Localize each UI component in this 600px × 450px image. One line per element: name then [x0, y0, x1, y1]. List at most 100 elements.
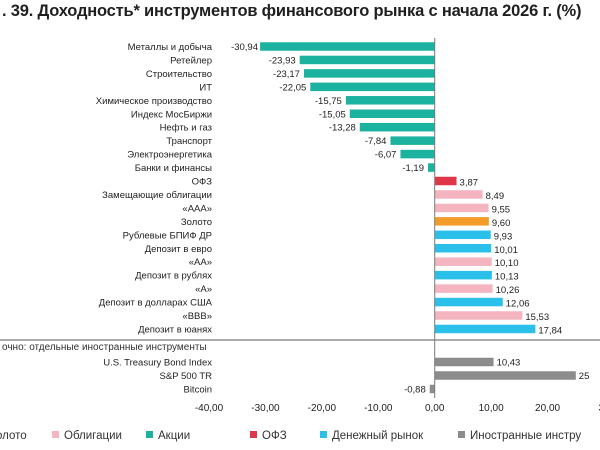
value-label: 17,84: [538, 325, 562, 336]
value-label: -0,88: [404, 385, 426, 396]
bar: [434, 176, 457, 186]
value-label: 15,53: [525, 312, 549, 323]
bar: [299, 55, 435, 65]
bar: [434, 311, 523, 320]
bar: [434, 217, 489, 226]
legend-swatch: [146, 431, 153, 438]
legend-item: Иностранные инстру: [458, 430, 581, 442]
bar: [359, 122, 435, 132]
value-label: -1,19: [402, 163, 424, 174]
bar: [434, 203, 489, 213]
category-label: Банки и финансы: [135, 163, 212, 174]
bar: [434, 297, 503, 307]
bar: [434, 324, 536, 334]
value-label: -30,94: [231, 42, 258, 53]
legend-label: Акции: [158, 430, 191, 442]
category-label: Строительство: [146, 69, 212, 80]
category-label: Депозит в юанях: [138, 324, 212, 335]
category-label: Депозит в евро: [145, 244, 212, 255]
category-label: ОФЗ: [192, 177, 213, 188]
value-label: -22,05: [279, 82, 306, 93]
tick-label: -40,00: [195, 403, 224, 414]
legend-label: ОФЗ: [262, 430, 287, 442]
legend-swatch: [52, 431, 59, 438]
tick-label: 30: [598, 403, 600, 414]
value-label: 10,26: [496, 285, 520, 296]
value-label: -15,75: [315, 96, 342, 107]
category-label: Транспорт: [166, 136, 212, 147]
legend-item: ОФЗ: [250, 430, 287, 442]
category-label: Рублевые БПИФ ДР: [123, 230, 212, 241]
value-label: 25: [579, 371, 590, 382]
value-label: -23,17: [273, 69, 300, 80]
value-label: 12,06: [506, 299, 530, 310]
legend: олото Облигации Акции ОФЗ Денежный рынок Инос…: [0, 428, 600, 448]
legend-item: Денежный рынок: [320, 430, 423, 442]
category-label: «AA»: [189, 257, 212, 268]
bar: [434, 357, 494, 367]
value-label: 9,60: [492, 218, 511, 229]
legend-item: Облигации: [52, 430, 122, 442]
legend-item: олото: [0, 430, 27, 442]
legend-swatch: [458, 431, 465, 438]
bar: [349, 109, 435, 118]
legend-swatch: [250, 431, 257, 438]
legend-label: Иностранные инстру: [470, 430, 582, 442]
section-note: очно: отдельные иностранные инструменты: [2, 342, 207, 353]
bar: [303, 69, 435, 78]
category-label: Индекс МосБиржи: [131, 109, 212, 120]
legend-label: олото: [0, 430, 27, 442]
value-label: 9,55: [492, 204, 511, 215]
category-label: «AAA»: [182, 203, 212, 214]
bar: [434, 371, 576, 380]
bar: [310, 82, 435, 92]
tick-label: 10,00: [479, 403, 504, 414]
legend-item: Акции: [146, 430, 190, 442]
category-label: Депозит в рублях: [135, 271, 212, 282]
value-label: -15,05: [319, 109, 346, 120]
category-label: «A»: [195, 284, 212, 295]
legend-label: Облигации: [64, 430, 122, 442]
category-label: Металлы и добыча: [128, 42, 213, 53]
value-label: -23,93: [269, 55, 296, 66]
category-label: S&P 500 TR: [160, 371, 213, 382]
tick-label: 20,00: [535, 403, 560, 414]
bar-chart: очно: отдельные иностранные инструменты М…: [0, 38, 600, 414]
tick-label: -20,00: [308, 403, 337, 414]
legend-label: Денежный рынок: [332, 430, 424, 442]
tick-label: 0,00: [425, 403, 445, 414]
bar: [434, 270, 492, 280]
value-label: -6,07: [375, 150, 397, 161]
value-label: 9,93: [494, 231, 513, 242]
value-label: -7,84: [365, 136, 387, 147]
bar: [434, 244, 492, 253]
bar: [429, 384, 435, 394]
bar: [434, 190, 483, 199]
value-label: 10,43: [497, 358, 521, 369]
category-label: Золото: [181, 217, 212, 228]
category-label: Депозит в долларах США: [99, 298, 213, 309]
bar: [345, 96, 435, 105]
value-label: 3,87: [460, 178, 479, 189]
category-label: Химическое производство: [96, 96, 212, 107]
value-label: -13,28: [329, 123, 356, 134]
bar: [434, 284, 493, 293]
bar: [260, 42, 435, 51]
category-label: ИТ: [199, 82, 212, 93]
chart-title: . 39. Доходность* инструментов финансово…: [2, 2, 582, 20]
legend-swatch: [320, 431, 327, 438]
category-label: Ретейлер: [170, 55, 212, 66]
value-label: 10,10: [495, 258, 519, 269]
value-label: 10,01: [494, 245, 518, 256]
category-label: Электроэнергетика: [127, 150, 212, 161]
category-label: Bitcoin: [183, 385, 212, 396]
value-label: 8,49: [486, 191, 505, 202]
bar: [390, 136, 435, 145]
category-label: Замещающие облигации: [102, 190, 212, 201]
tick-label: -30,00: [251, 403, 280, 414]
bar: [427, 163, 435, 172]
category-label: Нефть и газ: [160, 123, 212, 134]
value-label: 10,13: [495, 272, 519, 283]
bar: [400, 149, 435, 159]
tick-label: -10,00: [364, 403, 393, 414]
